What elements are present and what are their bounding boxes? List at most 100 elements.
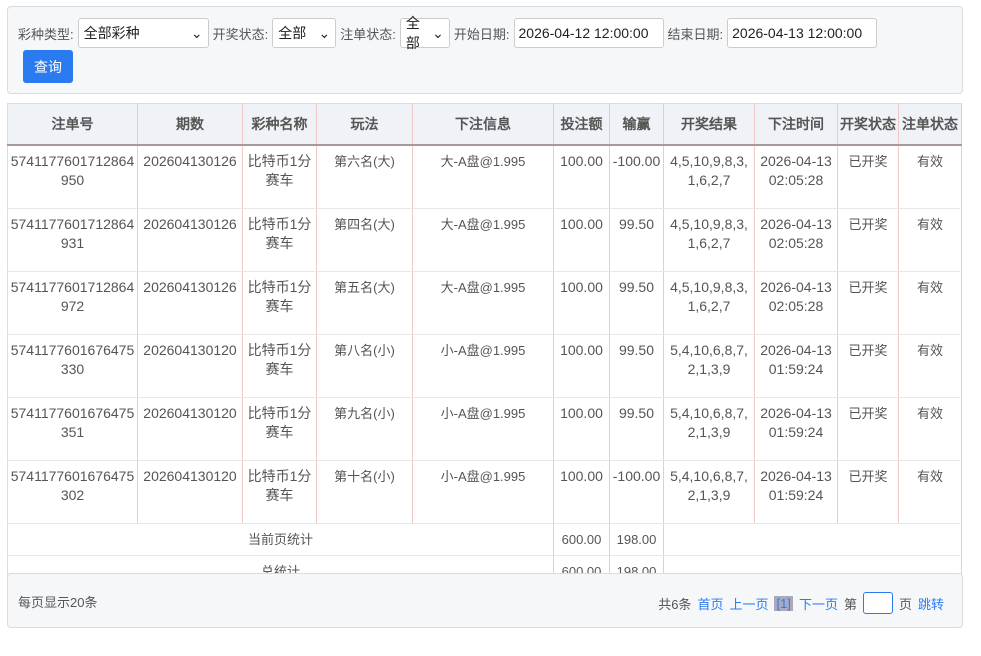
cell-bet-id: 5741177601712864972 xyxy=(7,271,138,335)
cell-issue: 202604130120 xyxy=(137,460,243,524)
cell-win-loss: 99.50 xyxy=(609,397,664,461)
cell-win-loss: 99.50 xyxy=(609,208,664,272)
column-header-bet-time: 下注时间 xyxy=(754,103,838,146)
cell-play-type: 第十名(小) xyxy=(316,460,413,524)
column-header-bet-amount: 投注额 xyxy=(553,103,610,146)
cell-bet-amount: 100.00 xyxy=(553,271,610,335)
cell-bet-id: 5741177601676475302 xyxy=(7,460,138,524)
cell-bet-status: 有效 xyxy=(898,145,962,209)
page-summary-row: 当前页统计 600.00 198.00 xyxy=(7,523,962,556)
table-row: 5741177601712864950 202604130126 比特币1分赛车 第六… xyxy=(7,145,962,209)
lottery-type-label: 彩种类型: xyxy=(18,26,74,42)
pagination-bar: 每页显示20条 共6条 首页 上一页 [1] 下一页 第 页 跳转 xyxy=(7,573,963,628)
table-row: 5741177601676475351 202604130120 比特币1分赛车 第九… xyxy=(7,397,962,461)
cell-bet-time: 2026-04-13 02:05:28 xyxy=(754,208,838,272)
cell-bet-time: 2026-04-13 01:59:24 xyxy=(754,397,838,461)
chevron-down-icon: ⌄ xyxy=(190,24,203,41)
table-row: 5741177601676475302 202604130120 比特币1分赛车 第十… xyxy=(7,460,962,524)
cell-draw-status: 已开奖 xyxy=(837,460,899,524)
page-prefix: 第 xyxy=(843,596,857,612)
per-page-text: 每页显示20条 xyxy=(18,595,98,610)
column-header-bet-info: 下注信息 xyxy=(412,103,554,146)
cell-issue: 202604130126 xyxy=(137,208,243,272)
cell-play-type: 第九名(小) xyxy=(316,397,413,461)
cell-lottery-name: 比特币1分赛车 xyxy=(242,208,317,272)
current-page[interactable]: [1] xyxy=(774,595,793,611)
lottery-type-value: 全部彩种 xyxy=(83,25,140,41)
cell-bet-info: 小-A盘@1.995 xyxy=(412,397,554,461)
total-count: 共6条 xyxy=(658,596,692,612)
draw-status-label: 开奖状态: xyxy=(212,26,269,42)
cell-bet-time: 2026-04-13 01:59:24 xyxy=(754,460,838,524)
cell-bet-info: 小-A盘@1.995 xyxy=(412,460,554,524)
summary-empty xyxy=(663,523,962,556)
cell-bet-info: 大-A盘@1.995 xyxy=(412,271,554,335)
page-suffix: 页 xyxy=(898,596,912,612)
table-row: 5741177601712864931 202604130126 比特币1分赛车 第四… xyxy=(7,208,962,272)
table-row: 5741177601676475330 202604130120 比特币1分赛车 第八… xyxy=(7,334,962,398)
cell-issue: 202604130120 xyxy=(137,397,243,461)
cell-win-loss: 99.50 xyxy=(609,334,664,398)
cell-lottery-name: 比特币1分赛车 xyxy=(242,145,317,209)
cell-bet-time: 2026-04-13 01:59:24 xyxy=(754,334,838,398)
end-date-label: 结束日期: xyxy=(667,26,724,42)
cell-bet-time: 2026-04-13 02:05:28 xyxy=(754,145,838,209)
page-number-input[interactable] xyxy=(862,592,893,614)
cell-draw-result: 5,4,10,6,8,7,2,1,3,9 xyxy=(663,397,755,461)
cell-bet-id: 5741177601712864950 xyxy=(7,145,138,209)
chevron-down-icon: ⌄ xyxy=(318,24,331,41)
jump-link[interactable]: 跳转 xyxy=(917,596,944,612)
first-page-link[interactable]: 首页 xyxy=(697,596,724,612)
column-header-draw-result: 开奖结果 xyxy=(663,103,755,146)
end-date-input[interactable]: 2026-04-13 12:00:00 xyxy=(727,18,878,48)
column-header-play-type: 玩法 xyxy=(316,103,413,146)
draw-status-select[interactable]: 全部 ⌄ xyxy=(272,18,337,48)
cell-issue: 202604130126 xyxy=(137,145,243,209)
cell-draw-result: 5,4,10,6,8,7,2,1,3,9 xyxy=(663,460,755,524)
cell-issue: 202604130120 xyxy=(137,334,243,398)
cell-win-loss: -100.00 xyxy=(609,145,664,209)
summary-win: 198.00 xyxy=(609,523,664,556)
cell-issue: 202604130126 xyxy=(137,271,243,335)
cell-draw-result: 4,5,10,9,8,3,1,6,2,7 xyxy=(663,145,755,209)
column-header-win-loss: 输赢 xyxy=(609,103,664,146)
column-header-issue: 期数 xyxy=(137,103,243,146)
prev-page-link[interactable]: 上一页 xyxy=(729,596,769,612)
cell-draw-status: 已开奖 xyxy=(837,208,899,272)
cell-draw-result: 4,5,10,9,8,3,1,6,2,7 xyxy=(663,271,755,335)
bet-status-label: 注单状态: xyxy=(340,26,396,42)
cell-lottery-name: 比特币1分赛车 xyxy=(242,271,317,335)
summary-amount: 600.00 xyxy=(553,523,610,556)
table-row: 5741177601712864972 202604130126 比特币1分赛车 第五… xyxy=(7,271,962,335)
column-header-bet-status: 注单状态 xyxy=(898,103,962,146)
chevron-down-icon: ⌄ xyxy=(432,24,444,41)
bet-status-value: 全部 xyxy=(405,15,420,51)
cell-lottery-name: 比特币1分赛车 xyxy=(242,397,317,461)
filter-panel: 彩种类型: 全部彩种 ⌄ 开奖状态: 全部 ⌄ 注单状态: 全部 ⌄ 开始日期: 20… xyxy=(7,6,963,94)
column-header-draw-status: 开奖状态 xyxy=(837,103,899,146)
query-button[interactable]: 查询 xyxy=(23,50,73,83)
cell-play-type: 第八名(小) xyxy=(316,334,413,398)
cell-bet-status: 有效 xyxy=(898,460,962,524)
cell-lottery-name: 比特币1分赛车 xyxy=(242,334,317,398)
cell-bet-id: 5741177601676475330 xyxy=(7,334,138,398)
summary-label: 当前页统计 xyxy=(7,523,554,556)
cell-bet-id: 5741177601676475351 xyxy=(7,397,138,461)
cell-draw-status: 已开奖 xyxy=(837,334,899,398)
cell-play-type: 第四名(大) xyxy=(316,208,413,272)
cell-bet-status: 有效 xyxy=(898,271,962,335)
cell-play-type: 第五名(大) xyxy=(316,271,413,335)
cell-draw-status: 已开奖 xyxy=(837,397,899,461)
cell-lottery-name: 比特币1分赛车 xyxy=(242,460,317,524)
cell-bet-status: 有效 xyxy=(898,208,962,272)
start-date-input[interactable]: 2026-04-12 12:00:00 xyxy=(513,18,664,48)
cell-bet-info: 大-A盘@1.995 xyxy=(412,208,554,272)
cell-bet-time: 2026-04-13 02:05:28 xyxy=(754,271,838,335)
start-date-label: 开始日期: xyxy=(453,26,510,42)
cell-draw-status: 已开奖 xyxy=(837,271,899,335)
lottery-type-select[interactable]: 全部彩种 ⌄ xyxy=(77,18,209,48)
cell-bet-status: 有效 xyxy=(898,397,962,461)
next-page-link[interactable]: 下一页 xyxy=(798,596,838,612)
bet-status-select[interactable]: 全部 ⌄ xyxy=(399,15,450,51)
cell-bet-amount: 100.00 xyxy=(553,145,610,209)
